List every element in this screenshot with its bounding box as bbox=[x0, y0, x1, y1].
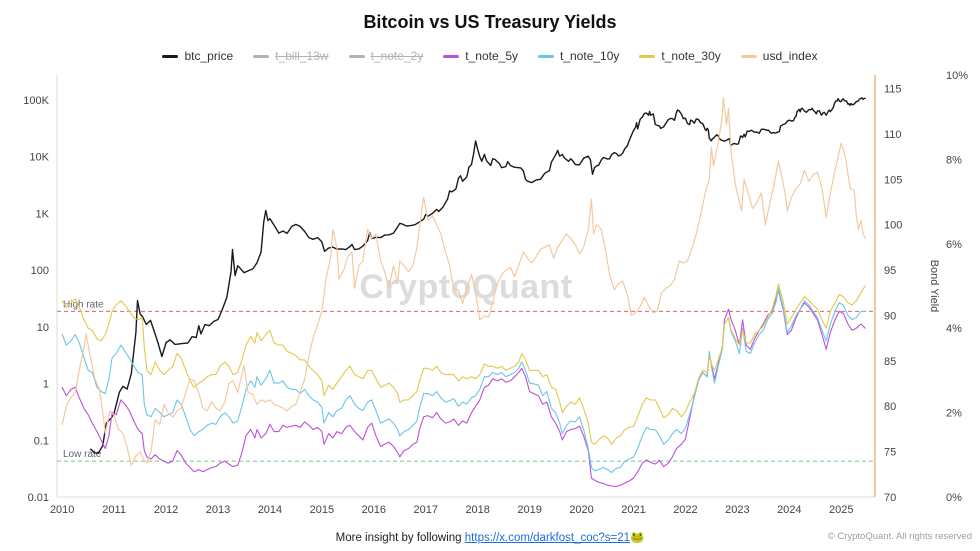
bond-axis-tick: 8% bbox=[946, 154, 962, 166]
legend-marker-t_bill_13w bbox=[253, 54, 270, 58]
x-axis-tick: 2025 bbox=[829, 504, 853, 516]
x-axis-tick: 2017 bbox=[414, 504, 438, 516]
legend: btc_price t_bill_13w t_note_2y t_note_5y t_n… bbox=[0, 49, 980, 63]
legend-marker-btc_price bbox=[162, 54, 179, 58]
bond-axis-tick: 6% bbox=[946, 239, 962, 251]
legend-item-t_note_5y[interactable]: t_note_5y bbox=[443, 49, 518, 63]
footer-note: More insight by following https://x.com/… bbox=[0, 530, 980, 544]
usd-axis-tick: 85 bbox=[884, 356, 896, 368]
legend-marker-usd_index bbox=[740, 54, 757, 58]
x-axis-tick: 2020 bbox=[569, 504, 593, 516]
left-axis-tick: 1 bbox=[43, 379, 49, 391]
left-axis-tick: 0.1 bbox=[34, 435, 49, 447]
left-axis-tick: 100K bbox=[23, 95, 49, 107]
left-axis-tick: 10 bbox=[37, 322, 49, 334]
legend-label-t_note_10y: t_note_10y bbox=[560, 49, 620, 63]
legend-item-usd_index[interactable]: usd_index bbox=[740, 49, 818, 63]
x-axis-tick: 2010 bbox=[50, 504, 74, 516]
watermark: CryptoQuant bbox=[359, 268, 572, 306]
x-axis-tick: 2013 bbox=[206, 504, 230, 516]
legend-item-t_note_10y[interactable]: t_note_10y bbox=[538, 49, 619, 63]
x-axis-tick: 2021 bbox=[621, 504, 645, 516]
bond-axis-tick: 2% bbox=[946, 408, 962, 420]
usd-axis-tick: 115 bbox=[884, 84, 902, 96]
chart-title: Bitcoin vs US Treasury Yields bbox=[363, 12, 617, 32]
x-axis-tick: 2022 bbox=[673, 504, 697, 516]
series-t_note_5y bbox=[61, 289, 866, 487]
series-t_note_10y bbox=[61, 287, 866, 474]
legend-label-t_note_2y: t_note_2y bbox=[370, 49, 424, 63]
legend-item-btc_price[interactable]: btc_price bbox=[162, 49, 233, 63]
usd-axis-tick: 80 bbox=[884, 401, 896, 413]
legend-marker-t_note_30y bbox=[639, 54, 656, 58]
copyright-text: © CryptoQuant. All rights reserved bbox=[827, 531, 972, 542]
legend-label-usd_index: usd_index bbox=[762, 49, 818, 63]
bond-axis-tick: 0% bbox=[946, 492, 962, 504]
legend-marker-t_note_5y bbox=[443, 54, 460, 58]
bond-axis-tick: 10% bbox=[946, 70, 968, 82]
legend-label-t_bill_13w: t_bill_13w bbox=[275, 49, 329, 63]
left-axis-tick: 1K bbox=[36, 208, 50, 220]
annotation-label-high-rate: High rate bbox=[63, 299, 104, 310]
series-btc_price bbox=[90, 97, 866, 454]
annotation-label-low-rate: Low rate bbox=[63, 449, 102, 460]
usd-axis-tick: 100 bbox=[884, 220, 902, 232]
series-t_note_30y bbox=[61, 283, 866, 445]
footer-emoji: 🐸 bbox=[630, 532, 645, 544]
legend-item-t_note_2y[interactable]: t_note_2y bbox=[348, 49, 424, 63]
usd-axis-tick: 75 bbox=[884, 447, 896, 459]
legend-label-t_note_30y: t_note_30y bbox=[661, 49, 721, 63]
legend-item-t_bill_13w[interactable]: t_bill_13w bbox=[253, 49, 329, 63]
bond-axis-tick: 4% bbox=[946, 323, 962, 335]
footer-link[interactable]: https://x.com/darkfost_coc?s=21 bbox=[464, 532, 631, 544]
x-axis-tick: 2015 bbox=[310, 504, 334, 516]
x-axis-tick: 2011 bbox=[102, 504, 126, 516]
usd-axis-tick: 110 bbox=[884, 129, 902, 141]
left-axis-tick: 100 bbox=[31, 265, 49, 277]
x-axis-tick: 2012 bbox=[154, 504, 178, 516]
bond-axis-label: Bond Yield bbox=[928, 260, 940, 313]
x-axis-tick: 2024 bbox=[777, 504, 801, 516]
usd-axis-tick: 95 bbox=[884, 265, 896, 277]
left-axis-tick: 10K bbox=[29, 152, 49, 164]
x-axis-tick: 2014 bbox=[258, 504, 282, 516]
x-axis-tick: 2019 bbox=[517, 504, 541, 516]
legend-label-btc_price: btc_price bbox=[184, 49, 234, 63]
series-usd_index bbox=[61, 97, 866, 466]
usd-axis-tick: 105 bbox=[884, 174, 902, 186]
x-axis-tick: 2023 bbox=[725, 504, 749, 516]
legend-label-t_note_5y: t_note_5y bbox=[465, 49, 518, 63]
legend-marker-t_note_10y bbox=[538, 54, 554, 58]
usd-axis-tick: 70 bbox=[884, 492, 896, 504]
legend-marker-t_note_2y bbox=[348, 54, 365, 58]
usd-axis-tick: 90 bbox=[884, 310, 896, 322]
x-axis-tick: 2016 bbox=[362, 504, 386, 516]
x-axis-tick: 2018 bbox=[465, 504, 489, 516]
left-axis-tick: 0.01 bbox=[28, 492, 49, 504]
footer-note-text: More insight by following bbox=[335, 532, 465, 544]
legend-item-t_note_30y[interactable]: t_note_30y bbox=[639, 49, 721, 63]
